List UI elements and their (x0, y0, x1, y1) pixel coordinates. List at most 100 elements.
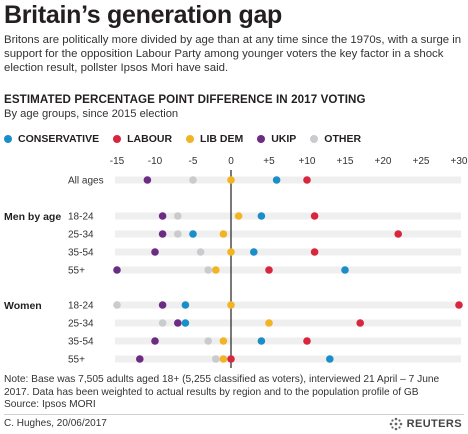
x-tick-label: +5 (263, 156, 275, 167)
row-label: 18-24 (68, 301, 94, 312)
legend-label-ukip: UKIP (271, 133, 297, 145)
dot-conservative (326, 355, 334, 363)
row-label: 35-54 (68, 337, 94, 348)
dot-conservative (181, 319, 190, 327)
dot-lib-dem (219, 337, 228, 345)
dot-other (212, 355, 220, 363)
dot-ukip (151, 337, 159, 345)
dot-lib-dem (227, 301, 235, 309)
x-tick-label: +10 (299, 156, 316, 167)
legend-label-conservative: CONSERVATIVE (18, 133, 100, 145)
chart-subhead: ESTIMATED PERCENTAGE POINT DIFFERENCE IN… (4, 93, 366, 106)
dot-lib-dem (219, 355, 228, 363)
dot-conservative (189, 230, 197, 238)
legend-dot-other (310, 135, 319, 143)
dot-other (174, 230, 182, 238)
dot-conservative (257, 337, 266, 345)
row-label: All ages (68, 176, 104, 187)
dot-other (204, 266, 212, 274)
source-text: Source: Ipsos MORI (4, 399, 96, 411)
dot-labour (310, 212, 319, 220)
legend-dot-lib-dem (186, 135, 195, 143)
dot-ukip (151, 248, 159, 256)
row-band (115, 337, 461, 345)
legend-item-conservative: CONSERVATIVE (4, 133, 99, 145)
dot-lib-dem (212, 266, 220, 274)
dot-lib-dem (265, 319, 273, 327)
dot-labour (227, 355, 235, 363)
dot-lib-dem (234, 212, 243, 220)
dot-labour (356, 319, 365, 327)
dot-labour (394, 230, 403, 238)
row-band (115, 230, 461, 238)
dot-other (189, 176, 197, 184)
x-tick-label: +25 (413, 156, 430, 167)
dot-ukip (143, 176, 152, 184)
row-band (115, 176, 461, 184)
x-tick-label: -10 (148, 156, 163, 167)
footer-divider (4, 414, 464, 415)
legend-item-labour: LABOUR (113, 133, 172, 145)
dot-labour (310, 248, 319, 256)
legend-item-lib-dem: LIB DEM (186, 133, 243, 145)
legend-dot-conservative (4, 135, 12, 143)
x-tick-label: -15 (110, 156, 125, 167)
dot-ukip (136, 355, 144, 363)
note-text: Note: Base was 7,505 adults aged 18+ (5,… (4, 374, 440, 398)
dot-other (174, 212, 182, 220)
dot-conservative (341, 266, 349, 274)
row-band (115, 355, 461, 363)
reuters-dots-icon (389, 417, 402, 431)
dot-labour (455, 301, 463, 309)
dot-ukip (113, 266, 121, 274)
dot-conservative (181, 301, 190, 309)
legend-label-lib-dem: LIB DEM (200, 133, 244, 145)
dot-lib-dem (227, 248, 235, 256)
dot-ukip (158, 301, 167, 309)
x-tick-label: -5 (189, 156, 198, 167)
x-tick-label: 0 (228, 156, 234, 167)
dot-other (158, 319, 167, 327)
row-label: 25-34 (68, 319, 94, 330)
row-band (115, 301, 461, 309)
row-band (115, 266, 461, 274)
logo-text: REUTERS (406, 418, 462, 430)
intro-text: Britons are politically more divided by … (4, 34, 462, 75)
legend-label-other: OTHER (324, 133, 362, 145)
group-label: Men by age (4, 211, 61, 223)
dot-conservative (250, 248, 258, 256)
dot-ukip (174, 319, 182, 327)
row-label: 18-24 (68, 212, 94, 223)
dot-plot: -15 -10 -5 0 +5 +10 +15 +20 +25 +30 Men by age Wome… (4, 156, 468, 368)
legend: CONSERVATIVE LABOUR LIB DEM UKIP OTHER (4, 132, 375, 146)
row-band (115, 212, 461, 220)
dot-ukip (158, 212, 167, 220)
dot-labour (303, 337, 311, 345)
row-label: 55+ (68, 355, 85, 366)
x-tick-label: +20 (375, 156, 392, 167)
dot-labour (265, 266, 273, 274)
row-label: 55+ (68, 266, 85, 277)
dot-ukip (158, 230, 167, 238)
dot-other (113, 301, 121, 309)
dot-lib-dem (227, 176, 235, 184)
legend-item-other: OTHER (310, 133, 361, 145)
dot-conservative (272, 176, 281, 184)
x-tick-label: +30 (451, 156, 468, 167)
row-label: 35-54 (68, 248, 94, 259)
row-label: 25-34 (68, 230, 94, 241)
credit-text: C. Hughes, 20/06/2017 (4, 418, 107, 429)
dot-other (204, 337, 212, 345)
legend-label-labour: LABOUR (127, 133, 173, 145)
reuters-logo: REUTERS (389, 417, 462, 431)
row-band (115, 248, 461, 256)
legend-dot-labour (113, 135, 122, 143)
dot-other (196, 248, 205, 256)
dot-conservative (257, 212, 266, 220)
legend-dot-ukip (257, 135, 266, 143)
dot-lib-dem (219, 230, 228, 238)
footnote: Note: Base was 7,505 adults aged 18+ (5,… (4, 374, 466, 412)
dot-labour (303, 176, 311, 184)
chart-title: Britain’s generation gap (4, 1, 283, 29)
row-band (115, 319, 461, 327)
